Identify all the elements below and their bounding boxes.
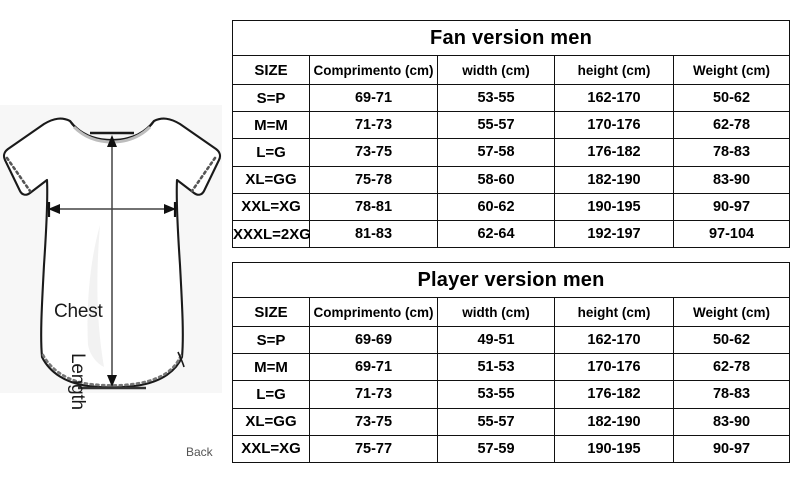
cell-width: 58-60 [437, 165, 555, 194]
cell-weight: 90-97 [672, 434, 791, 463]
cell-comprimento: 75-78 [309, 165, 438, 194]
table-header-row: SIZE Comprimento (cm) width (cm) height … [232, 55, 791, 85]
cell-size: XL=GG [232, 407, 310, 436]
size-table-fan-version: Fan version men SIZE Comprimento (cm) wi… [231, 20, 791, 249]
table-row: L=G 71-73 53-55 176-182 78-83 [232, 380, 791, 409]
cell-weight: 83-90 [672, 165, 791, 194]
cell-size: XXL=XG [232, 434, 310, 463]
column-header-width: width (cm) [437, 55, 555, 85]
cell-size: M=M [232, 111, 310, 140]
cell-size: S=P [232, 83, 310, 113]
cell-comprimento: 71-73 [309, 380, 438, 409]
table-row: S=P 69-71 53-55 162-170 50-62 [232, 83, 791, 113]
cell-height: 192-197 [554, 219, 674, 249]
cell-comprimento: 69-71 [309, 353, 438, 382]
cell-height: 170-176 [554, 111, 674, 140]
cell-height: 176-182 [554, 138, 674, 167]
cell-weight: 90-97 [672, 192, 791, 221]
cell-comprimento: 75-77 [309, 434, 438, 463]
cell-weight: 50-62 [672, 325, 791, 355]
table-row: XL=GG 73-75 55-57 182-190 83-90 [232, 407, 791, 436]
cell-height: 162-170 [554, 325, 674, 355]
cell-width: 55-57 [437, 111, 555, 140]
cell-weight: 78-83 [672, 380, 791, 409]
cell-height: 170-176 [554, 353, 674, 382]
cell-weight: 62-78 [672, 353, 791, 382]
cell-width: 55-57 [437, 407, 555, 436]
cell-height: 190-195 [554, 434, 674, 463]
cell-size: L=G [232, 380, 310, 409]
cell-width: 60-62 [437, 192, 555, 221]
table-row: XL=GG 75-78 58-60 182-190 83-90 [232, 165, 791, 194]
cell-comprimento: 69-71 [309, 83, 438, 113]
table-header-row: SIZE Comprimento (cm) width (cm) height … [232, 297, 791, 327]
table-player-body: Player version men SIZE Comprimento (cm)… [231, 262, 791, 463]
cell-size: XXL=XG [232, 192, 310, 221]
cell-size: L=G [232, 138, 310, 167]
cell-height: 162-170 [554, 83, 674, 113]
cell-size: M=M [232, 353, 310, 382]
table-title-fan: Fan version men [231, 20, 791, 56]
cell-width: 62-64 [437, 219, 555, 249]
cell-width: 53-55 [437, 380, 555, 409]
cell-weight: 83-90 [672, 407, 791, 436]
column-header-height: height (cm) [554, 297, 674, 327]
column-header-comprimento: Comprimento (cm) [309, 297, 438, 327]
cell-size: S=P [232, 325, 310, 355]
table-row: XXXL=2XG 81-83 62-64 192-197 97-104 [232, 219, 791, 249]
chest-measurement-label: Chest [54, 301, 103, 322]
cell-comprimento: 73-75 [309, 138, 438, 167]
cell-size: XL=GG [232, 165, 310, 194]
cell-comprimento: 71-73 [309, 111, 438, 140]
table-row: L=G 73-75 57-58 176-182 78-83 [232, 138, 791, 167]
cell-weight: 97-104 [672, 219, 791, 249]
cell-comprimento: 78-81 [309, 192, 438, 221]
column-header-width: width (cm) [437, 297, 555, 327]
cell-size: XXXL=2XG [232, 219, 311, 249]
column-header-weight: Weight (cm) [672, 297, 791, 327]
back-view-label: Back [186, 445, 213, 459]
cell-weight: 50-62 [672, 83, 791, 113]
cell-comprimento: 81-83 [309, 219, 438, 249]
cell-height: 190-195 [554, 192, 674, 221]
cell-width: 49-51 [437, 325, 555, 355]
cell-comprimento: 69-69 [309, 325, 438, 355]
length-measurement-label: Length [67, 353, 88, 410]
cell-width: 57-59 [437, 434, 555, 463]
table-title-row: Player version men [231, 262, 791, 298]
size-table-player-version: Player version men SIZE Comprimento (cm)… [231, 262, 791, 463]
t-shirt-diagram-panel: Chest Length Back [0, 105, 222, 459]
cell-width: 51-53 [437, 353, 555, 382]
table-row: M=M 71-73 55-57 170-176 62-78 [232, 111, 791, 140]
cell-height: 182-190 [554, 407, 674, 436]
cell-weight: 62-78 [672, 111, 791, 140]
cell-comprimento: 73-75 [309, 407, 438, 436]
cell-width: 57-58 [437, 138, 555, 167]
column-header-size: SIZE [232, 55, 310, 85]
cell-width: 53-55 [437, 83, 555, 113]
table-row: S=P 69-69 49-51 162-170 50-62 [232, 325, 791, 355]
cell-height: 182-190 [554, 165, 674, 194]
column-header-size: SIZE [232, 297, 310, 327]
t-shirt-illustration [2, 117, 222, 390]
table-row: XXL=XG 75-77 57-59 190-195 90-97 [232, 434, 791, 463]
column-header-comprimento: Comprimento (cm) [309, 55, 438, 85]
table-title-row: Fan version men [231, 20, 791, 56]
cell-weight: 78-83 [672, 138, 791, 167]
cell-height: 176-182 [554, 380, 674, 409]
table-row: M=M 69-71 51-53 170-176 62-78 [232, 353, 791, 382]
column-header-weight: Weight (cm) [672, 55, 791, 85]
table-title-player: Player version men [231, 262, 791, 298]
table-fan-body: Fan version men SIZE Comprimento (cm) wi… [231, 20, 791, 249]
table-row: XXL=XG 78-81 60-62 190-195 90-97 [232, 192, 791, 221]
column-header-height: height (cm) [554, 55, 674, 85]
